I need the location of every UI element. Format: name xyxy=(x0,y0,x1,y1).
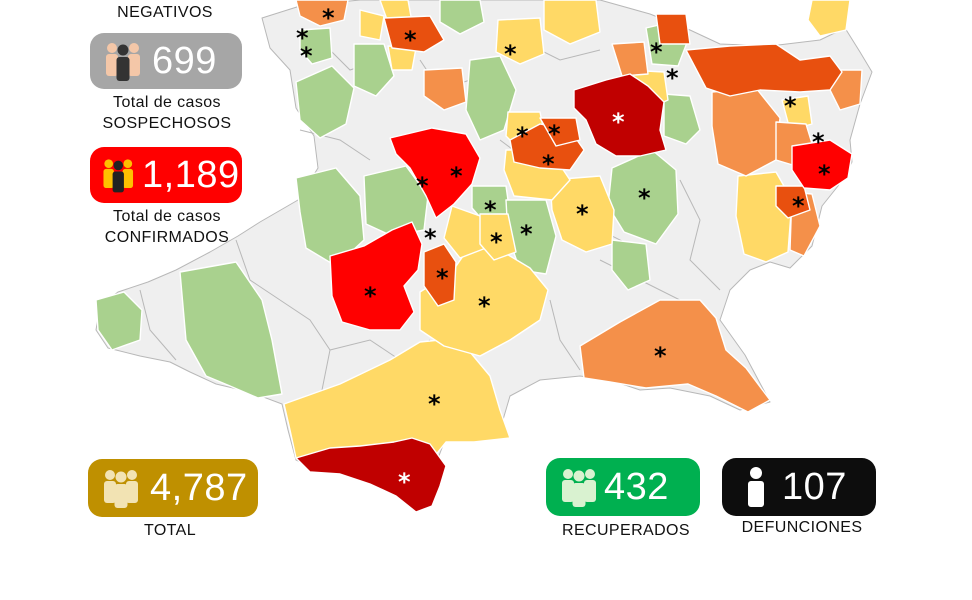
asterisk-marker-icon: * xyxy=(484,196,497,224)
recuperados-label: RECUPERADOS xyxy=(562,522,690,539)
defunciones-value: 107 xyxy=(782,465,847,508)
asterisk-marker-icon: * xyxy=(416,172,429,200)
recuperados-box: 432 xyxy=(546,458,700,516)
sospechosos-box: 699 xyxy=(90,33,242,89)
asterisk-marker-icon: * xyxy=(516,122,529,150)
asterisk-marker-icon: * xyxy=(520,220,533,248)
asterisk-marker-icon: * xyxy=(490,228,503,256)
asterisk-marker-icon: * xyxy=(542,150,555,178)
asterisk-marker-icon: * xyxy=(576,200,589,228)
asterisk-marker-icon: * xyxy=(650,38,663,66)
asterisk-marker-icon: * xyxy=(450,162,463,190)
asterisk-marker-icon: * xyxy=(666,64,679,92)
defunciones-label: DEFUNCIONES xyxy=(741,519,863,536)
total-box: 4,787 xyxy=(88,459,258,517)
asterisk-marker-icon: * xyxy=(504,40,517,68)
asterisk-marker-icon: * xyxy=(548,120,561,148)
people-group-icon xyxy=(562,469,596,507)
negativos-label: NEGATIVOS xyxy=(117,4,213,21)
asterisk-marker-icon: * xyxy=(612,108,625,136)
asterisk-marker-icon: * xyxy=(812,128,825,156)
asterisk-marker-icon: * xyxy=(300,42,313,70)
sospechosos-value: 699 xyxy=(152,39,217,82)
people-group-icon xyxy=(106,43,140,81)
recuperados-value: 432 xyxy=(604,465,669,508)
people-group-icon xyxy=(103,159,134,193)
asterisk-marker-icon: * xyxy=(404,26,417,54)
asterisk-marker-icon: * xyxy=(792,192,805,220)
asterisk-marker-icon: * xyxy=(654,342,667,370)
defunciones-box: 107 xyxy=(722,458,876,516)
asterisk-marker-icon: * xyxy=(428,390,441,418)
sospechosos-label: Total de casos SOSPECHOSOS xyxy=(102,94,232,132)
asterisk-marker-icon: * xyxy=(638,184,651,212)
confirmados-box: 1,189 xyxy=(90,147,242,203)
asterisk-marker-icon: * xyxy=(424,224,437,252)
confirmados-value: 1,189 xyxy=(142,153,240,196)
people-group-icon xyxy=(104,470,138,508)
asterisk-marker-icon: * xyxy=(322,4,335,32)
asterisk-marker-icon: * xyxy=(478,292,491,320)
total-label: TOTAL xyxy=(143,522,197,539)
asterisk-marker-icon: * xyxy=(398,468,411,496)
asterisk-marker-icon: * xyxy=(436,264,449,292)
confirmados-label: Total de casos CONFIRMADOS xyxy=(104,208,230,246)
asterisk-marker-icon: * xyxy=(364,282,377,310)
asterisk-marker-icon: * xyxy=(784,92,797,120)
asterisk-marker-icon: * xyxy=(296,24,309,52)
person-icon xyxy=(748,467,764,507)
asterisk-marker-icon: * xyxy=(818,160,831,188)
municipalities-red xyxy=(329,127,853,331)
total-value: 4,787 xyxy=(150,466,248,509)
municipalities-dark-red xyxy=(295,73,667,513)
municipalities-orange xyxy=(295,0,863,413)
municipalities-dark-orange xyxy=(383,13,843,307)
case-markers: * * * * * * * * * * * * * * * * * * * * … xyxy=(296,4,831,496)
